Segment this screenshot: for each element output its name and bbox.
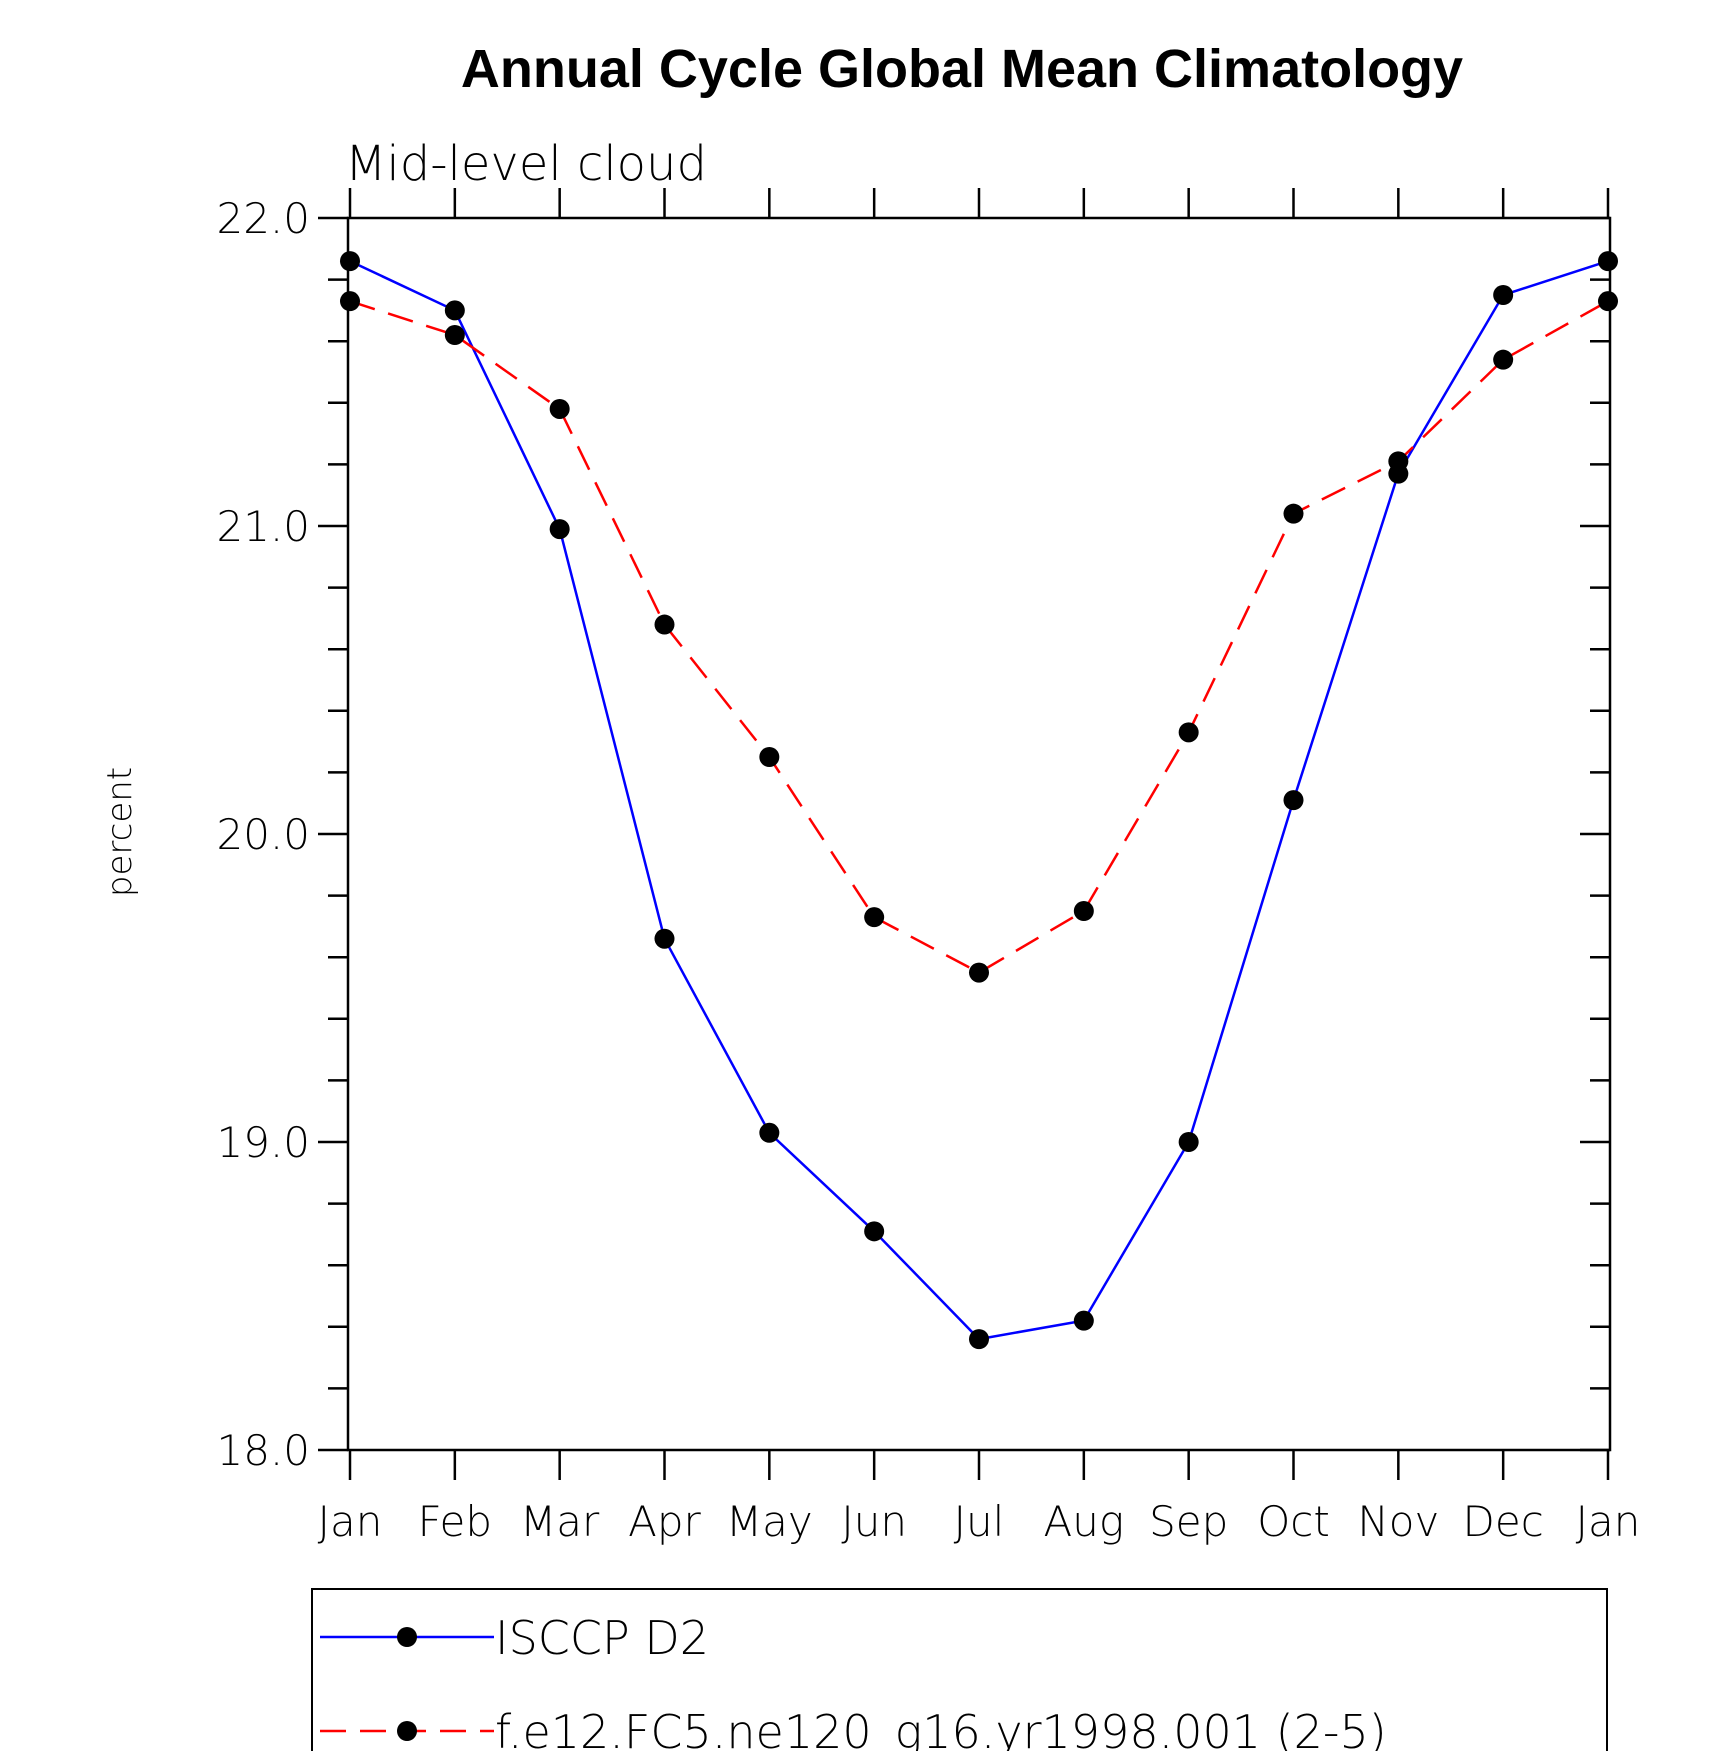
data-point-1 xyxy=(1493,349,1514,370)
y-tick-label: 19.0 xyxy=(216,1118,310,1167)
x-tick-label: Feb xyxy=(418,1497,492,1546)
x-tick-label: Mar xyxy=(520,1497,600,1546)
legend-label-0: ISCCP D2 xyxy=(495,1611,709,1665)
data-point-0 xyxy=(549,519,570,540)
data-point-1 xyxy=(654,614,675,635)
legend-box xyxy=(311,1588,1608,1756)
x-tick-label: Aug xyxy=(1044,1497,1125,1546)
data-point-0 xyxy=(654,928,675,949)
x-tick-label: Jun xyxy=(841,1497,907,1546)
chart-subtitle: Mid-level cloud xyxy=(345,136,707,192)
legend-label-1: f.e12.FC5.ne120_g16.yr1998.001 (2-5) xyxy=(495,1705,1387,1751)
data-point-0 xyxy=(444,300,465,321)
x-tick-label: Sep xyxy=(1149,1497,1228,1546)
y-tick-label: 21.0 xyxy=(216,502,310,551)
data-point-0 xyxy=(1178,1132,1199,1152)
chart-title: Annual Cycle Global Mean Climatology xyxy=(461,39,1463,99)
data-point-1 xyxy=(340,291,360,312)
y-tick-label: 20.0 xyxy=(216,810,310,859)
data-point-0 xyxy=(1598,251,1618,272)
data-point-0 xyxy=(969,1329,989,1350)
data-point-1 xyxy=(1073,901,1094,921)
y-tick-label: 18.0 xyxy=(216,1426,310,1475)
x-tick-label: Apr xyxy=(628,1497,701,1546)
data-point-1 xyxy=(549,398,570,419)
data-point-0 xyxy=(759,1122,780,1143)
data-point-1 xyxy=(1388,451,1409,472)
data-point-1 xyxy=(864,907,885,928)
x-tick-label: Dec xyxy=(1463,1497,1544,1546)
x-tick-label: May xyxy=(726,1497,813,1546)
x-tick-label: Oct xyxy=(1257,1497,1330,1546)
legend-marker-1 xyxy=(397,1721,417,1741)
y-axis-label: percent xyxy=(100,767,140,897)
data-point-1 xyxy=(759,747,780,767)
x-tick-label: Jan xyxy=(1576,1497,1641,1546)
y-tick-label: 22.0 xyxy=(216,194,310,243)
data-point-1 xyxy=(1598,291,1618,312)
data-point-1 xyxy=(444,325,465,346)
data-point-0 xyxy=(1493,285,1514,305)
x-tick-label: Jan xyxy=(318,1497,383,1546)
series-line-0 xyxy=(349,259,1609,1341)
data-point-0 xyxy=(864,1221,885,1242)
data-point-1 xyxy=(1178,722,1199,743)
legend-marker-0 xyxy=(397,1627,417,1647)
plot-frame xyxy=(346,216,1612,1452)
data-point-1 xyxy=(969,962,989,983)
data-point-0 xyxy=(1073,1310,1094,1331)
x-tick-label: Jul xyxy=(954,1497,1005,1546)
x-tick-label: Nov xyxy=(1357,1497,1439,1546)
data-point-1 xyxy=(1283,503,1304,524)
series-line-1 xyxy=(349,300,1609,975)
data-point-0 xyxy=(1283,790,1304,811)
data-point-0 xyxy=(340,251,360,272)
legend: ISCCP D2 f.e12.FC5.ne120_g16.yr1998.001 (… xyxy=(311,1588,1608,1756)
series-layer xyxy=(340,251,1618,1350)
